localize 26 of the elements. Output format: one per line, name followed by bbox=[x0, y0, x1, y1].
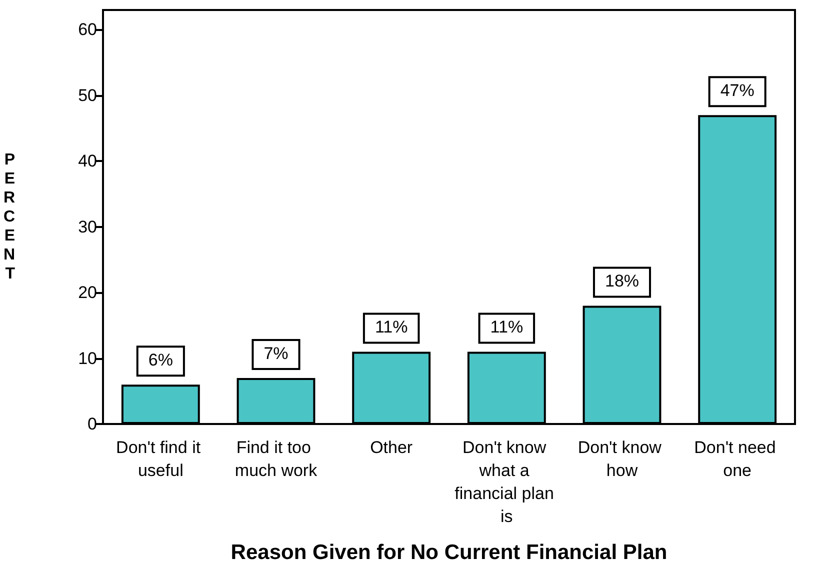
y-tick-label: 30 bbox=[78, 217, 97, 236]
bar bbox=[121, 384, 200, 424]
data-label: 11% bbox=[374, 318, 408, 337]
bar bbox=[236, 378, 316, 424]
y-tick-label: 60 bbox=[78, 20, 97, 40]
bar bbox=[698, 115, 777, 424]
data-label: 47% bbox=[720, 81, 754, 100]
y-tick-label: 10 bbox=[78, 348, 97, 368]
x-tick-label: Other bbox=[370, 438, 413, 457]
data-label: 11% bbox=[490, 318, 524, 337]
x-axis-title: Reason Given for No Current Financial Plan bbox=[230, 541, 668, 564]
y-axis-title: PERCENT bbox=[3, 152, 16, 282]
bar bbox=[352, 352, 431, 424]
x-tick-label: Don't know how bbox=[578, 438, 666, 480]
x-tick-label: Don't find it useful bbox=[116, 438, 206, 480]
x-tick-label: Find it too much work bbox=[234, 438, 318, 480]
y-tick-label: 40 bbox=[78, 152, 97, 171]
y-tick-label: 50 bbox=[78, 86, 97, 105]
data-label: 6% bbox=[148, 350, 173, 370]
y-tick-label: 20 bbox=[78, 283, 97, 302]
bar bbox=[582, 306, 662, 424]
x-tick-label: Don't need one bbox=[694, 438, 781, 480]
bar bbox=[467, 352, 546, 424]
data-label: 18% bbox=[604, 272, 640, 291]
x-tick-label: Don't know what a financial plan is bbox=[454, 438, 559, 526]
data-label: 7% bbox=[264, 344, 288, 363]
